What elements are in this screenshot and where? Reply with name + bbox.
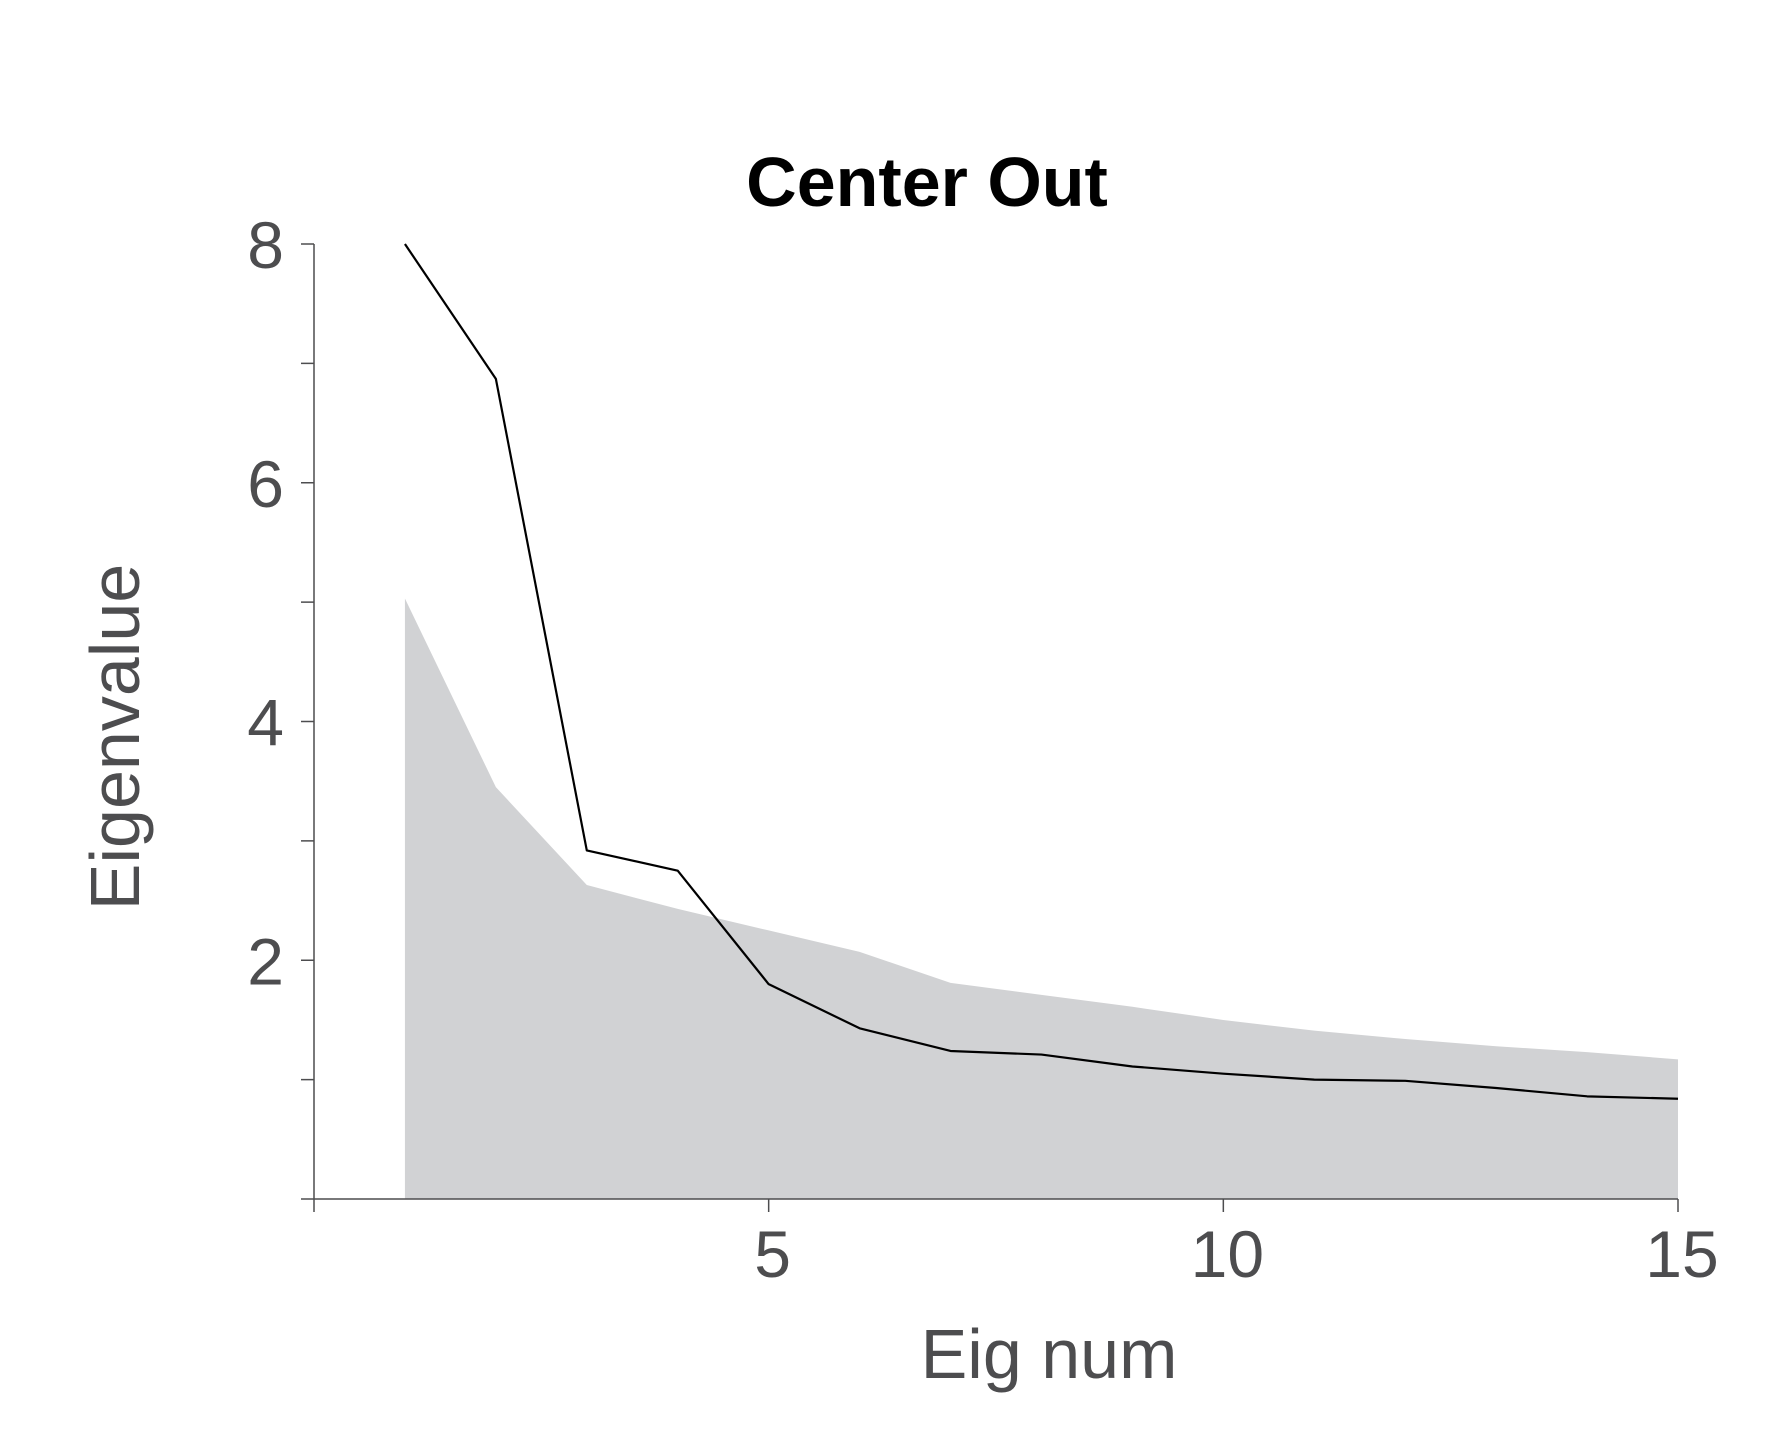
x-tick-label: 15 [1645, 1217, 1718, 1291]
x-tick-label: 5 [754, 1217, 791, 1291]
series-area-1 [404, 598, 1679, 1199]
y-tick-label: 2 [247, 924, 284, 998]
series-line-2 [404, 243, 1679, 1100]
ticks: 2 4 6 8 5 10 15 [247, 208, 1718, 1291]
x-axis-label: Eig num [921, 1315, 1178, 1393]
y-tick-label: 4 [247, 686, 284, 760]
y-axis-label: Eigenvalue [76, 564, 154, 910]
line-layer [404, 243, 1679, 1100]
chart-title: Center Out [746, 143, 1108, 221]
x-tick-label: 10 [1191, 1217, 1264, 1291]
y-tick-label: 8 [247, 208, 284, 282]
area-layer [404, 598, 1679, 1199]
y-tick-label: 6 [247, 447, 284, 521]
